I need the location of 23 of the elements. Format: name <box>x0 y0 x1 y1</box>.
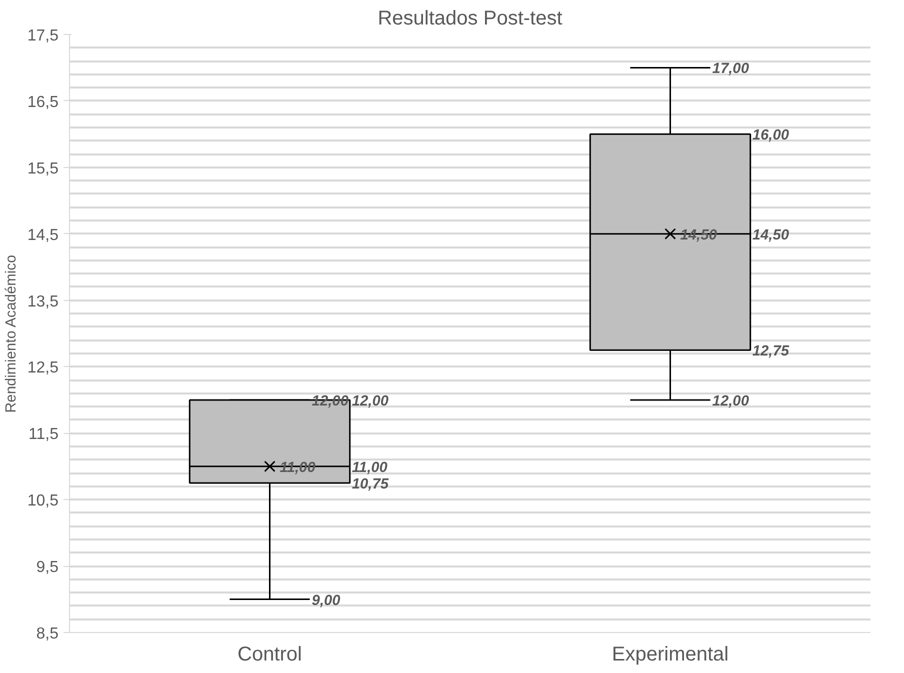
text: 11,00 <box>352 460 388 476</box>
text: 16,00 <box>752 128 790 144</box>
text: 14,50 <box>752 227 790 244</box>
y-tick-label: 17,5 <box>27 28 59 44</box>
y-tick-label: 9,5 <box>36 559 59 576</box>
y-tick-label: 15,5 <box>27 160 59 178</box>
x-tick-label: Experimental <box>612 644 729 666</box>
y-tick-label: 14,5 <box>27 226 59 244</box>
chart-title: Resultados Post-test <box>378 8 563 30</box>
text: 9,00 <box>312 592 340 609</box>
y-tick-label: 13,5 <box>27 293 59 310</box>
text: 17,00 <box>712 61 749 78</box>
y-tick-label: 16,5 <box>27 94 59 111</box>
y-tick-label: 8,5 <box>36 626 59 642</box>
y-tick-label: 10,5 <box>27 492 59 510</box>
y-tick-label: 11,5 <box>28 426 59 444</box>
text: 12,75 <box>752 344 790 360</box>
text: 12,00 <box>712 393 749 410</box>
text: 10,75 <box>352 476 389 492</box>
text: 12,00 <box>352 393 389 410</box>
y-tick-label: 12,5 <box>27 360 59 377</box>
x-tick-label: Control <box>238 644 302 666</box>
y-axis-title: Rendimiento Académico <box>3 254 20 413</box>
